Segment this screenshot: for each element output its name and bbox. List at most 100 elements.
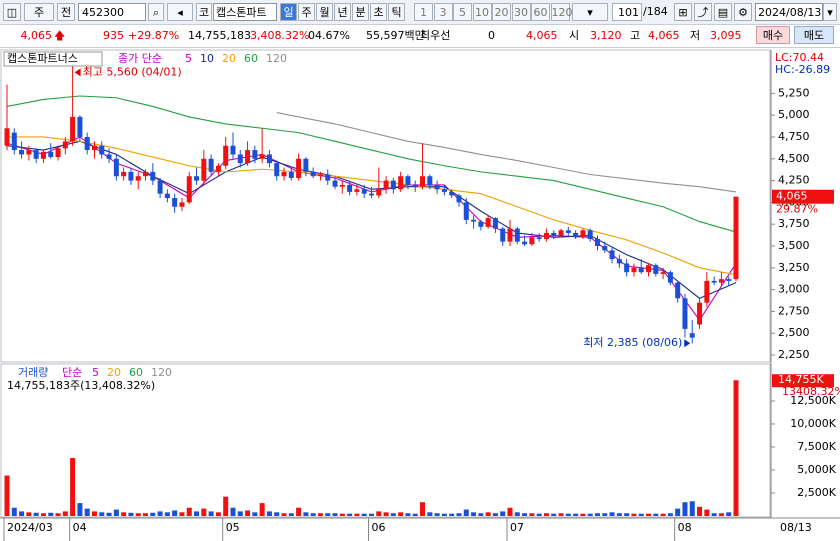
volume-bar (143, 513, 149, 516)
calendar-icon[interactable]: ▾ (823, 3, 837, 21)
volume-title: 거래량 (18, 366, 48, 379)
volume-bar (514, 512, 520, 516)
chart: 캡스톤파트너스 종가 단순 LC:70.44 HC:-26.89 거래량 단순 … (0, 49, 840, 541)
volume-y-tick-label: 5,000K (797, 463, 836, 476)
amount: 55,597백만 (366, 29, 425, 42)
interval-button[interactable]: 1 (414, 3, 433, 21)
candle-body (478, 221, 484, 227)
period-button[interactable]: 년 (334, 3, 351, 21)
volume-bar (91, 511, 97, 516)
volume-bar (471, 512, 477, 516)
y-tick-label: 3,000 (778, 283, 810, 296)
volume-bar (718, 513, 724, 516)
volume-y-tick-label: 2,500K (797, 486, 836, 499)
volume-bar (164, 512, 170, 516)
market-button[interactable]: 코 (196, 3, 212, 21)
candle-body (179, 202, 185, 207)
candle-body (500, 228, 506, 242)
last-change-label: 29.87% (776, 203, 818, 216)
interval-button[interactable]: 30 (511, 3, 531, 21)
legend-entry: 10 (200, 52, 214, 65)
volume-bar (317, 513, 323, 516)
volume-bar (551, 513, 557, 516)
volume-bar (194, 511, 200, 516)
ma-line (7, 136, 737, 276)
date-input[interactable]: 2024/08/13 (755, 3, 823, 21)
volume-bar (325, 513, 331, 516)
volume-bar (631, 513, 637, 516)
candle-body (252, 150, 258, 159)
sell-button[interactable]: 매도 (794, 26, 834, 44)
y-tick-label: 3,750 (778, 217, 810, 230)
period-button[interactable]: 주 (298, 3, 315, 21)
period-button[interactable]: 월 (316, 3, 333, 21)
volume-y-tick-label: 12,500K (790, 394, 836, 407)
hc-label: HC:-26.89 (775, 63, 830, 76)
volume-bar (121, 512, 127, 516)
search-icon[interactable]: ⌕ (148, 3, 164, 21)
interval-button[interactable]: 3 (433, 3, 453, 21)
high: 4,065 (648, 29, 680, 42)
count-input[interactable]: 101 (612, 3, 642, 21)
x-tick-label: 2024/03 (7, 521, 53, 534)
tool-icon[interactable]: ⤴ (694, 3, 712, 21)
legend-entry: 120 (266, 52, 287, 65)
candle-body (485, 218, 491, 227)
volume-bar (26, 512, 32, 516)
x-tick-label: 07 (510, 521, 524, 534)
candle-body (602, 246, 608, 251)
period-type[interactable]: 주 (24, 3, 54, 21)
prev-button[interactable]: 전 (57, 3, 75, 21)
candle-body (682, 298, 688, 329)
interval-button[interactable]: 10 (472, 3, 492, 21)
volume-bar (99, 512, 105, 516)
volume-bar (77, 503, 83, 516)
candle-body (143, 171, 149, 177)
candle-body (215, 165, 221, 172)
period-button[interactable]: 일 (280, 3, 297, 21)
candle-body (646, 265, 652, 273)
candle-body (135, 176, 141, 181)
candle-body (536, 237, 542, 240)
volume-bar (704, 509, 710, 516)
low-label: 저 (690, 29, 701, 42)
buy-button[interactable]: 매수 (756, 26, 790, 44)
lc-label: LC:70.44 (775, 51, 824, 64)
settings-icon[interactable]: ⚙ (734, 3, 752, 21)
candle-body (194, 176, 200, 181)
interval-button[interactable]: 60 (531, 3, 550, 21)
candle-body (412, 184, 418, 187)
period-button[interactable]: 틱 (388, 3, 405, 21)
candle-body (580, 230, 586, 238)
candle-body (529, 237, 535, 245)
candle-body (616, 259, 622, 264)
title-box (3, 51, 103, 67)
interval-button[interactable]: 20 (492, 3, 511, 21)
volume-bar (376, 511, 382, 516)
candle-body (325, 174, 331, 181)
period-button[interactable]: 초 (370, 3, 387, 21)
interval-button[interactable]: 120 (550, 3, 573, 21)
volume-bar (609, 512, 615, 516)
volume-bar (667, 513, 673, 516)
volume-bar (492, 513, 498, 516)
count-total: /184 (643, 5, 668, 18)
stock-name[interactable]: 캡스톤파트 (213, 3, 277, 21)
x-tick-label: 05 (226, 521, 240, 534)
tool-icon[interactable]: ▤ (714, 3, 732, 21)
code-input[interactable]: 452300 (78, 3, 146, 21)
y-tick-label: 5,250 (778, 86, 810, 99)
candle-body (653, 265, 659, 274)
sound-icon[interactable]: ◂ (167, 3, 193, 21)
period-button[interactable]: 분 (352, 3, 369, 21)
last-volume-rate: 13408.32% (782, 385, 840, 398)
candle-body (660, 272, 666, 274)
tool-icon[interactable]: ⊞ (674, 3, 692, 21)
candle-body (128, 171, 134, 181)
interval-select[interactable]: ▾ (572, 3, 608, 21)
volume-bar (427, 512, 433, 516)
volume-bar (259, 503, 265, 516)
interval-button[interactable]: 5 (453, 3, 472, 21)
menu-icon[interactable]: ◫ (3, 3, 21, 21)
volume-bar (573, 513, 579, 516)
